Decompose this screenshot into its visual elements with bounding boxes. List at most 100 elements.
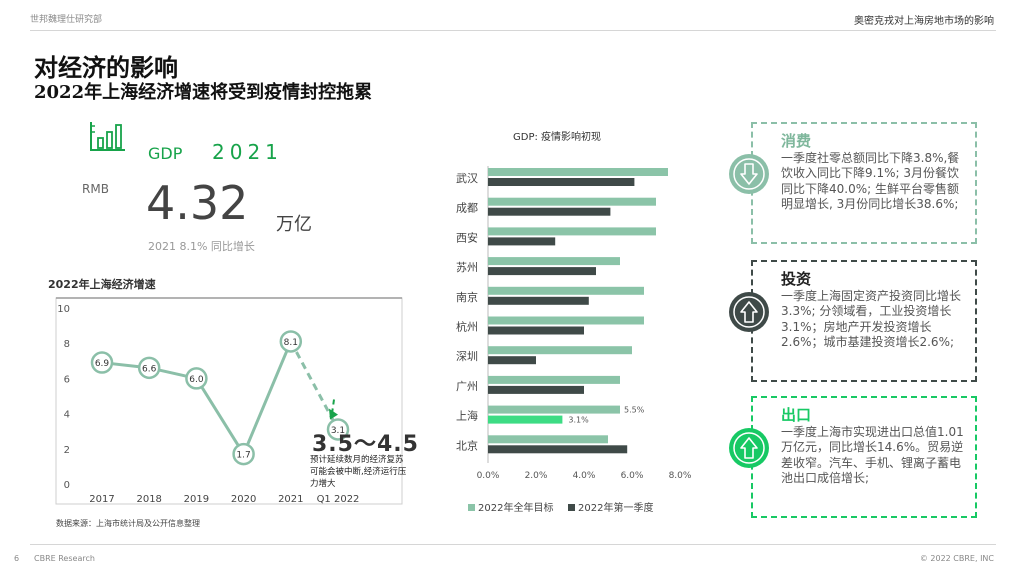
data-point xyxy=(279,330,303,353)
bar-target xyxy=(488,257,620,266)
page-title: 对经济的影响 xyxy=(34,53,178,82)
footer-brand: CBRE Research xyxy=(34,554,95,563)
series-line xyxy=(101,340,293,458)
y-category-label: 武汉 xyxy=(456,172,478,185)
arrow-down-icon xyxy=(729,154,769,194)
y-category-label: 上海 xyxy=(456,409,478,423)
bar-target xyxy=(488,435,608,444)
x-tick-label: 4.0% xyxy=(573,471,596,481)
panel-export-title: 出口 xyxy=(781,406,812,424)
bar-chart-title: GDP: 疫情影响初现 xyxy=(513,132,602,143)
panel-export-body: 一季度上海市实现进出口总值1.01万亿元，同比增长14.6%。贸易逆差收窄。汽车… xyxy=(781,424,964,486)
x-tick-label: 2020 xyxy=(231,494,256,505)
forecast-range: 3.5～4.5 xyxy=(312,432,419,457)
y-category-label: 北京 xyxy=(456,438,478,452)
x-tick-label: 6.0% xyxy=(621,471,644,481)
bar-chart-icon xyxy=(90,122,125,151)
bar-q1 xyxy=(488,237,556,246)
data-point xyxy=(90,351,114,374)
data-label: 8.1 xyxy=(284,338,298,348)
panel-export: 出口 一季度上海市实现进出口总值1.01万亿元，同比增长14.6%。贸易逆差收窄… xyxy=(751,396,977,518)
footer-copyright: © 2022 CBRE, INC xyxy=(919,554,994,563)
data-label: 1.7 xyxy=(236,451,250,461)
legend-label-target: 2022年全年目标 xyxy=(478,501,553,514)
bar-target xyxy=(488,316,644,325)
header-divider xyxy=(30,30,996,31)
header-report-title: 奥密克戎对上海房地市场的影响 xyxy=(854,16,994,27)
data-label: 6.0 xyxy=(189,375,204,385)
data-label: 6.6 xyxy=(142,364,157,374)
y-category-label: 苏州 xyxy=(456,261,478,274)
page-subtitle: 2022年上海经济增速将受到疫情封控拖累 xyxy=(34,82,373,103)
x-tick-label: 2021 xyxy=(278,494,303,505)
data-point xyxy=(185,367,208,390)
bar-target xyxy=(488,405,620,414)
gdp-growth-line-chart: 0 2 4 6 8 10 2017 2018 2019 2020 2021 Q1 2022 6.9 6.6… xyxy=(55,297,403,505)
kpi-currency: RMB xyxy=(82,182,109,196)
source-note: 数据来源：上海市统计局及公开信息整理 xyxy=(56,519,200,528)
y-tick-label: 10 xyxy=(57,304,70,315)
y-tick-label: 4 xyxy=(64,410,70,421)
x-tick-label: 2.0% xyxy=(525,471,548,481)
bar-q1 xyxy=(488,356,536,365)
bar-target xyxy=(488,286,644,295)
header-org: 世邦魏理仕研究部 xyxy=(30,15,103,25)
legend-swatch-target xyxy=(468,504,475,511)
bar-target xyxy=(488,168,668,176)
bar-q1 xyxy=(488,178,635,186)
data-label-target: 5.5% xyxy=(624,406,645,415)
panel-consumption: 消费 一季度社零总额同比下降3.8%,餐饮收入同比下降9.1%; 3月份餐饮同比… xyxy=(751,122,977,244)
x-tick-label: 2018 xyxy=(136,494,161,505)
bar-q1 xyxy=(488,296,589,305)
data-label: 3.1 xyxy=(331,426,345,436)
kpi-unit: 万亿 xyxy=(276,214,312,235)
forecast-arrowhead xyxy=(329,408,338,420)
panel-consumption-body: 一季度社零总额同比下降3.8%,餐饮收入同比下降9.1%; 3月份餐饮同比下降4… xyxy=(781,150,960,212)
y-category-label: 广州 xyxy=(456,380,478,393)
x-tick-label: Q1 2022 xyxy=(317,494,360,505)
x-tick-label: 8.0% xyxy=(669,471,692,481)
kpi-label: GDP xyxy=(148,144,183,163)
bar-target xyxy=(488,375,620,384)
y-category-label: 成都 xyxy=(456,202,478,215)
data-label: 6.9 xyxy=(95,359,110,369)
arrow-up-icon xyxy=(729,292,769,332)
arrow-up-icon xyxy=(729,428,769,468)
data-point xyxy=(137,356,161,380)
bar-target xyxy=(488,197,656,206)
y-category-label: 杭州 xyxy=(456,320,478,334)
legend-label-q1: 2022年第一季度 xyxy=(578,501,653,514)
page-number: 6 xyxy=(14,554,20,563)
y-category-label: 深圳 xyxy=(456,350,478,363)
kpi-value: 4.32 xyxy=(146,176,249,230)
kpi-year: 2021 xyxy=(212,140,283,164)
x-tick-label: 2017 xyxy=(89,494,114,505)
y-tick-label: 2 xyxy=(64,445,70,456)
y-tick-label: 0 xyxy=(64,480,70,491)
forecast-note: 预计延续数月的经济复苏可能会被中断,经济运行压力增大 xyxy=(310,455,407,489)
data-point xyxy=(326,418,350,441)
kpi-growth-note: 2021 8.1% 同比增长 xyxy=(148,240,255,253)
y-category-label: 南京 xyxy=(456,290,478,304)
bar-q1 xyxy=(488,207,611,216)
data-label-q1: 3.1% xyxy=(568,416,589,425)
x-tick-label: 2019 xyxy=(184,494,209,505)
panel-investment-title: 投资 xyxy=(781,270,812,288)
line-chart-title: 2022年上海经济增速 xyxy=(48,278,156,291)
bar-target xyxy=(488,346,632,355)
series-line-projection xyxy=(289,340,340,431)
bar-q1 xyxy=(488,267,596,276)
bar-q1 xyxy=(488,445,628,454)
panel-investment: 投资 一季度上海固定资产投资同比增长3.3%; 分领域看，工业投资增长3.1%；… xyxy=(751,260,977,382)
bar-q1 xyxy=(488,326,584,335)
y-category-label: 西安 xyxy=(456,230,478,244)
y-tick-label: 8 xyxy=(64,339,70,350)
bar-q1 xyxy=(488,415,563,424)
panel-investment-body: 一季度上海固定资产投资同比增长3.3%; 分领域看，工业投资增长3.1%；房地产… xyxy=(781,288,962,350)
bar-q1 xyxy=(488,385,584,394)
y-tick-label: 6 xyxy=(64,374,70,385)
footer-divider xyxy=(30,544,996,545)
panel-consumption-title: 消费 xyxy=(781,132,812,150)
data-point xyxy=(232,442,255,466)
